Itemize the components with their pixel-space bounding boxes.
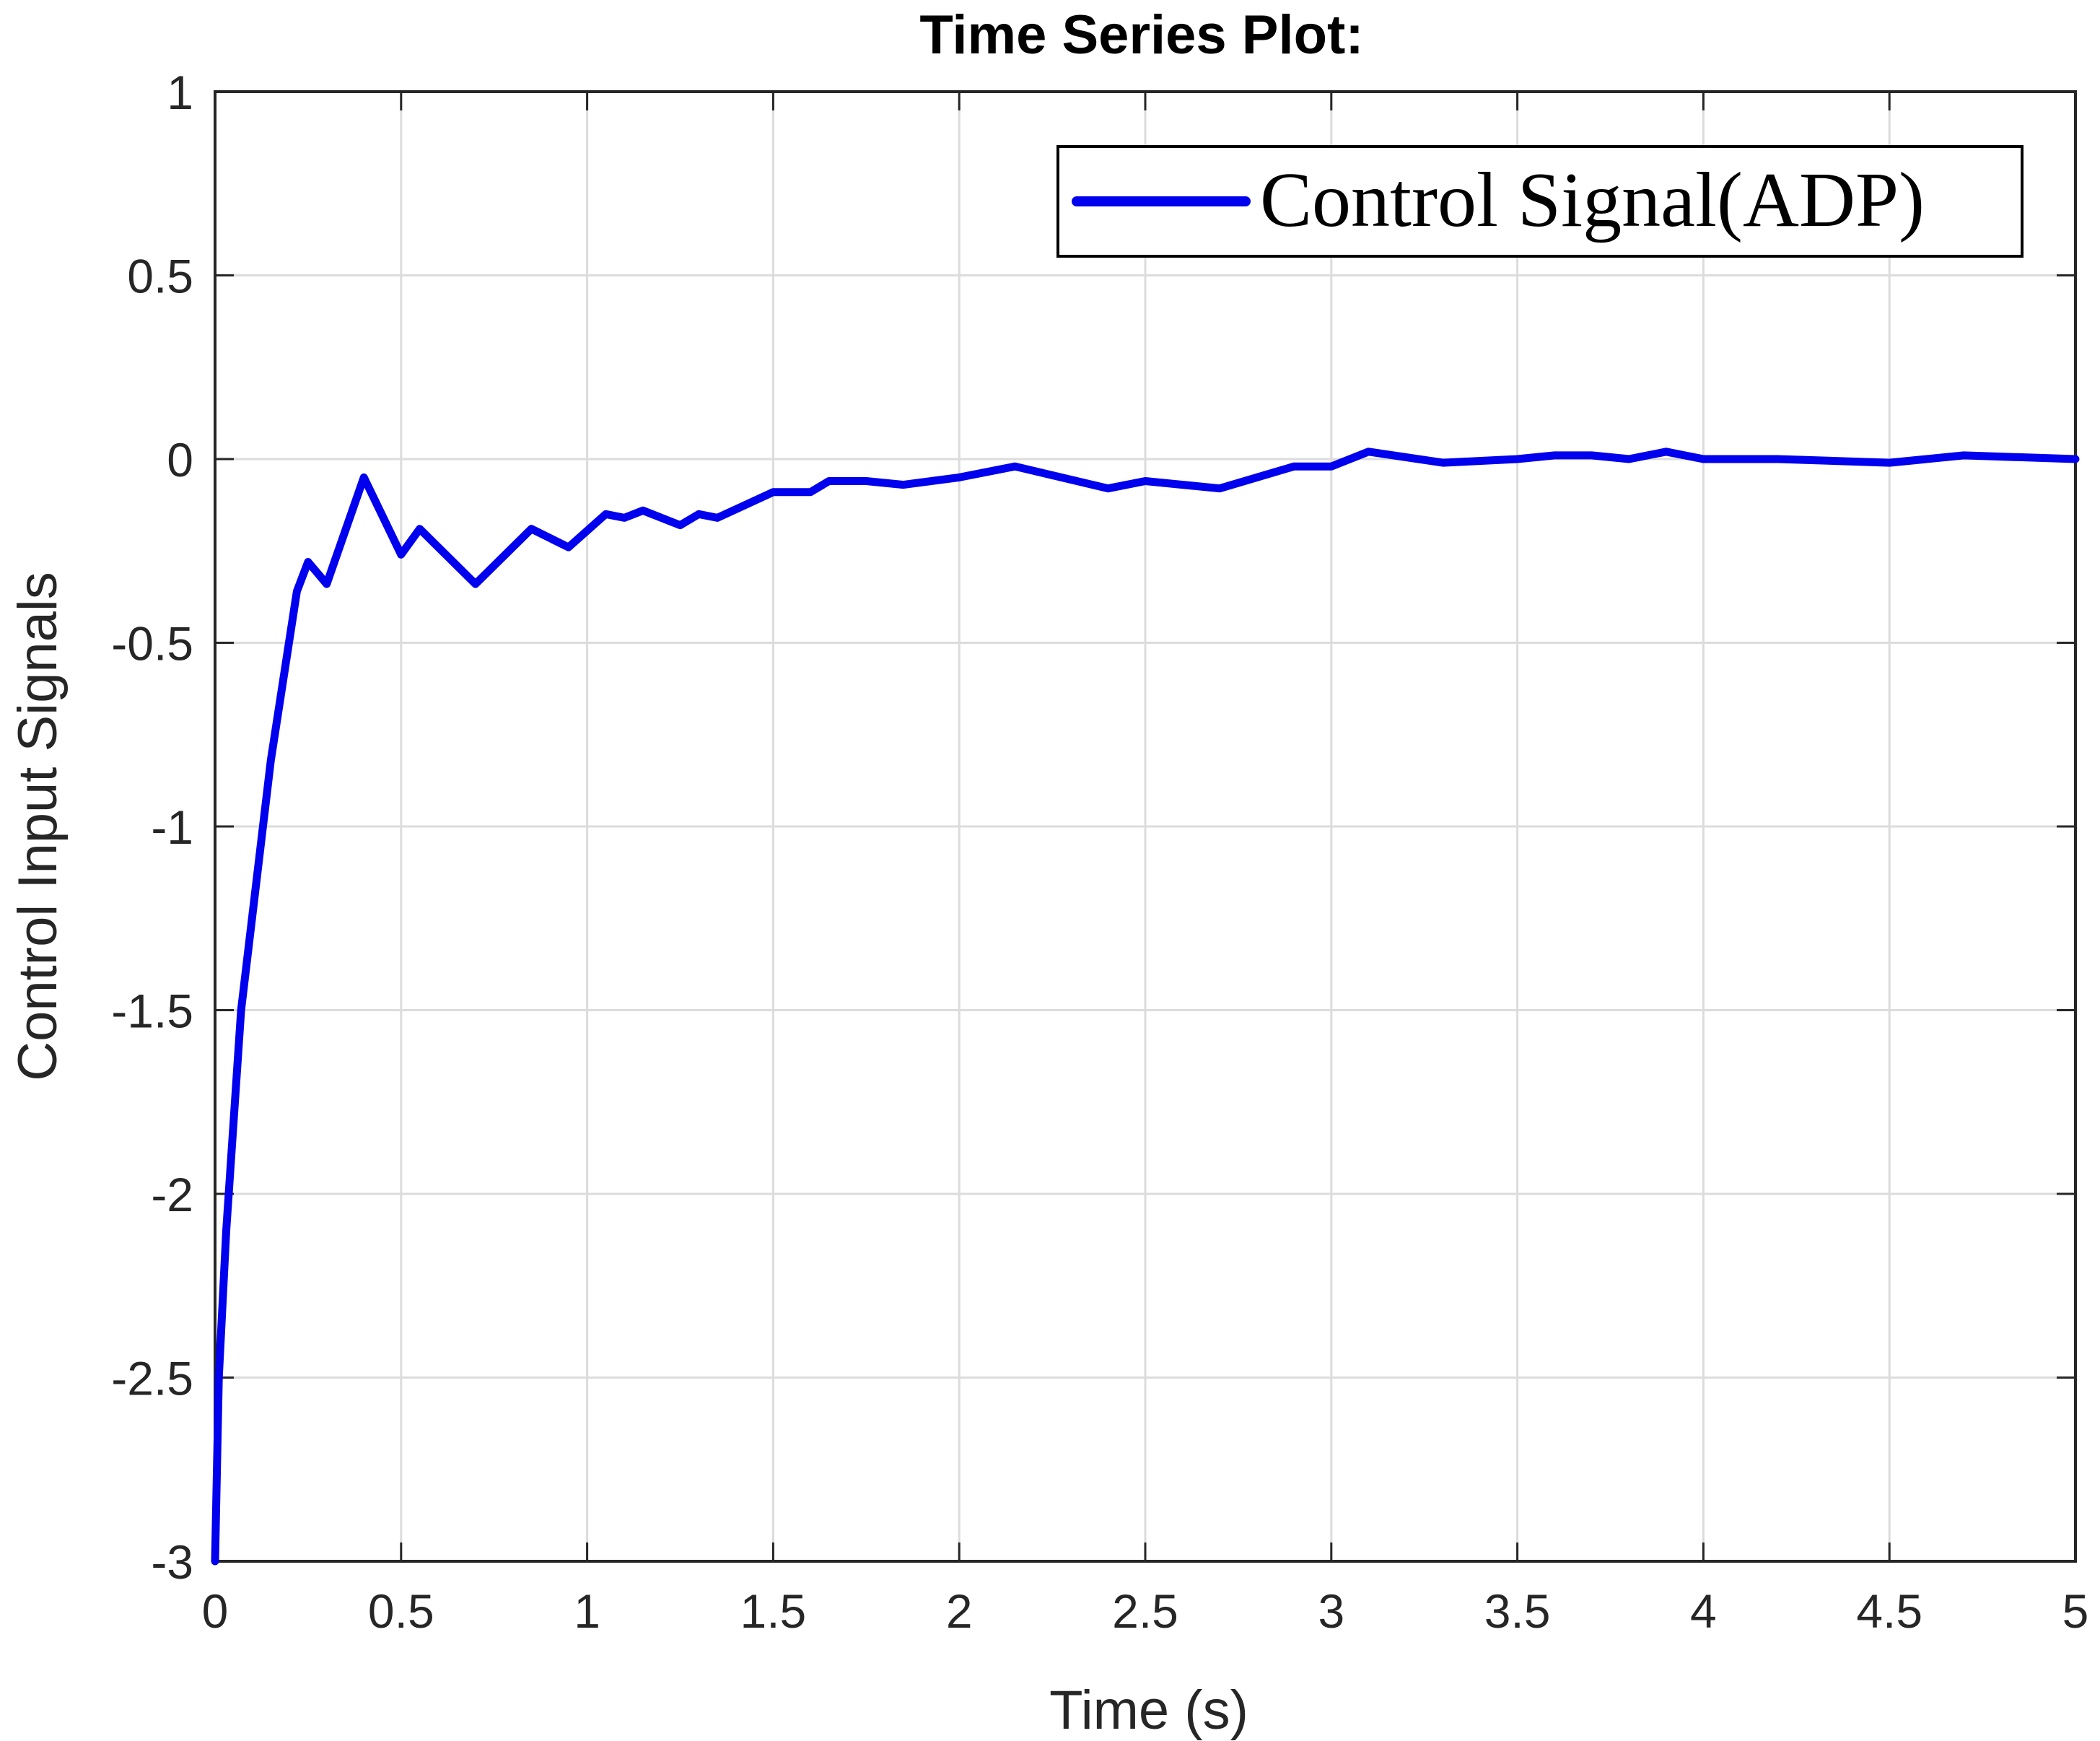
x-axis-label: Time (s) — [1049, 1680, 1248, 1741]
y-tick-label: -1.5 — [111, 985, 193, 1038]
legend: Control Signal(ADP) — [1056, 145, 2024, 258]
x-tick-label: 4.5 — [1856, 1584, 1922, 1638]
y-tick-label: -0.5 — [111, 617, 193, 671]
x-tick-label: 5 — [2062, 1584, 2089, 1638]
x-tick-label: 0 — [202, 1584, 229, 1638]
x-tick-label: 1 — [574, 1584, 600, 1638]
y-tick-label: -2 — [151, 1168, 193, 1221]
y-tick-label: 0 — [167, 433, 193, 486]
x-tick-label: 2 — [946, 1584, 973, 1638]
y-tick-label: -3 — [151, 1535, 193, 1589]
series-lines — [211, 448, 2080, 1566]
y-tick-label: -2.5 — [111, 1352, 193, 1405]
x-tick-label: 3.5 — [1484, 1584, 1551, 1638]
chart-title: Time Series Plot: — [919, 4, 1363, 66]
x-tick-label: 3 — [1318, 1584, 1344, 1638]
legend-label: Control Signal(ADP) — [1260, 157, 1925, 243]
x-tick-label: 0.5 — [368, 1584, 434, 1638]
grid-lines — [215, 92, 2075, 1561]
y-tick-label: 0.5 — [127, 250, 193, 303]
x-tick-label: 2.5 — [1112, 1584, 1178, 1638]
axis-ticks: 0 0.5 1 1.5 2 2.5 3 3.5 4 4.5 5 -3 -2.5 -2 -1.5 -1 -0.5 0… — [111, 66, 2088, 1638]
x-tick-label: 4 — [1690, 1584, 1717, 1638]
x-tick-label: 1.5 — [740, 1584, 807, 1638]
y-tick-label: 1 — [167, 66, 193, 119]
y-tick-label: -1 — [151, 800, 193, 854]
y-axis-label: Control Input Signals — [7, 572, 69, 1081]
series-line-0 — [211, 448, 2080, 1566]
